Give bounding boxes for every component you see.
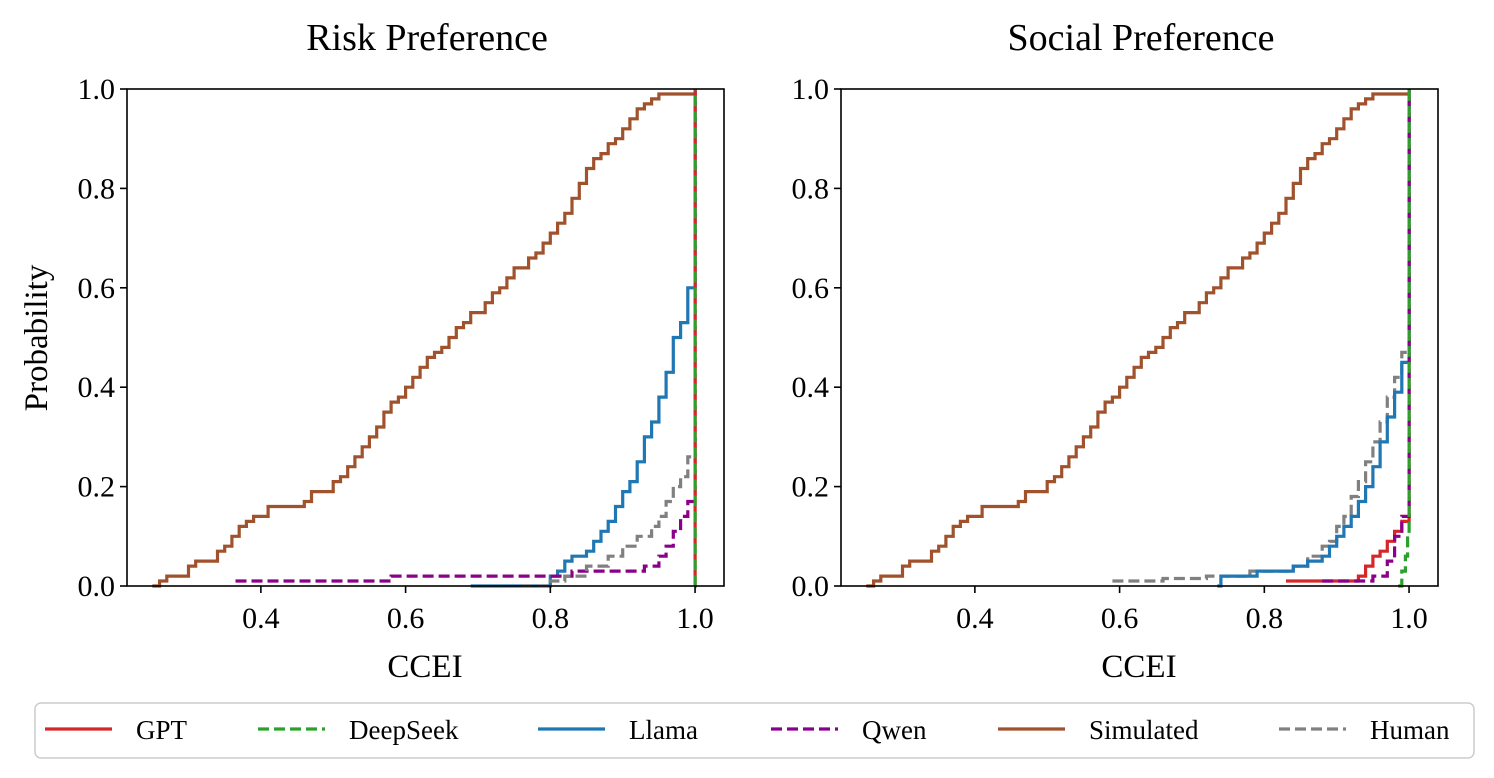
legend-label-human: Human	[1370, 715, 1450, 745]
y-tick-label: 0.0	[792, 570, 830, 603]
x-tick-label: 1.0	[1390, 602, 1428, 635]
y-tick-label: 1.0	[792, 73, 830, 106]
y-tick-label: 0.8	[792, 172, 830, 205]
x-tick-label: 0.8	[1246, 602, 1284, 635]
x-tick-label: 0.4	[956, 602, 994, 635]
axes-frame-social	[840, 88, 1439, 587]
series-line-human-risk-preference	[521, 436, 697, 588]
x-tick-label: 0.6	[387, 602, 425, 635]
y-tick-label: 0.6	[792, 272, 830, 305]
series-line-simulated-risk-preference	[152, 89, 697, 588]
series-line-qwen-social-preference	[1322, 89, 1411, 583]
series-line-qwen-risk-preference	[235, 89, 697, 583]
x-tick-label: 0.4	[242, 602, 280, 635]
x-tick-label: 1.0	[676, 602, 714, 635]
y-tick-label: 0.2	[792, 471, 830, 504]
legend-label-llama: Llama	[629, 715, 698, 745]
y-tick-label: 1.0	[78, 73, 116, 106]
axes-frame-risk	[126, 88, 725, 587]
y-tick-label: 0.0	[78, 570, 116, 603]
chart-title-social: Social Preference	[1008, 17, 1275, 59]
y-axis-label-risk: Probability	[19, 264, 55, 411]
plot-area-social	[866, 89, 1411, 588]
x-axis-label-risk: CCEI	[387, 649, 462, 685]
y-tick-label: 0.2	[78, 471, 116, 504]
panel-social-preference: Social Preference CCEI 0.4 0.6 0.8 1.0 0.0 0.…	[792, 17, 1439, 685]
series-line-llama-risk-preference	[470, 89, 697, 588]
legend-label-gpt: GPT	[136, 715, 188, 745]
legend-box	[34, 702, 1475, 759]
y-tick-label: 0.4	[78, 371, 116, 404]
panel-risk-preference: Risk Preference CCEI Probability 0.4 0.6 0…	[19, 17, 725, 685]
chart-title-risk: Risk Preference	[306, 17, 548, 59]
series-line-gpt-social-preference	[1286, 89, 1411, 583]
series-line-simulated-social-preference	[866, 89, 1411, 588]
x-axis-label-social: CCEI	[1101, 649, 1176, 685]
series-line-human-social-preference	[1112, 89, 1411, 583]
series-line-llama-social-preference	[1217, 89, 1411, 588]
x-tick-label: 0.8	[532, 602, 570, 635]
y-tick-label: 0.8	[78, 172, 116, 205]
legend-label-simulated: Simulated	[1089, 715, 1199, 745]
y-tick-label: 0.4	[792, 371, 830, 404]
plot-area-risk	[152, 89, 697, 588]
legend-label-deepseek: DeepSeek	[349, 715, 459, 745]
series-line-deepseek-social-preference	[1398, 89, 1411, 588]
y-tick-label: 0.6	[78, 272, 116, 305]
x-tick-label: 0.6	[1101, 602, 1139, 635]
legend: GPT DeepSeek Llama Qwen Simulated Human	[34, 702, 1475, 759]
legend-label-qwen: Qwen	[862, 715, 927, 745]
